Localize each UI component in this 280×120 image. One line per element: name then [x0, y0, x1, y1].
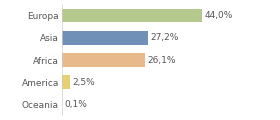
Text: 0,1%: 0,1% [64, 100, 87, 109]
Bar [62, 31, 148, 45]
Bar [62, 75, 69, 89]
Text: 2,5%: 2,5% [72, 78, 95, 87]
Bar [62, 53, 145, 67]
Text: 27,2%: 27,2% [151, 33, 179, 42]
Bar [62, 9, 202, 22]
Text: 44,0%: 44,0% [204, 11, 233, 20]
Text: 26,1%: 26,1% [147, 55, 176, 65]
